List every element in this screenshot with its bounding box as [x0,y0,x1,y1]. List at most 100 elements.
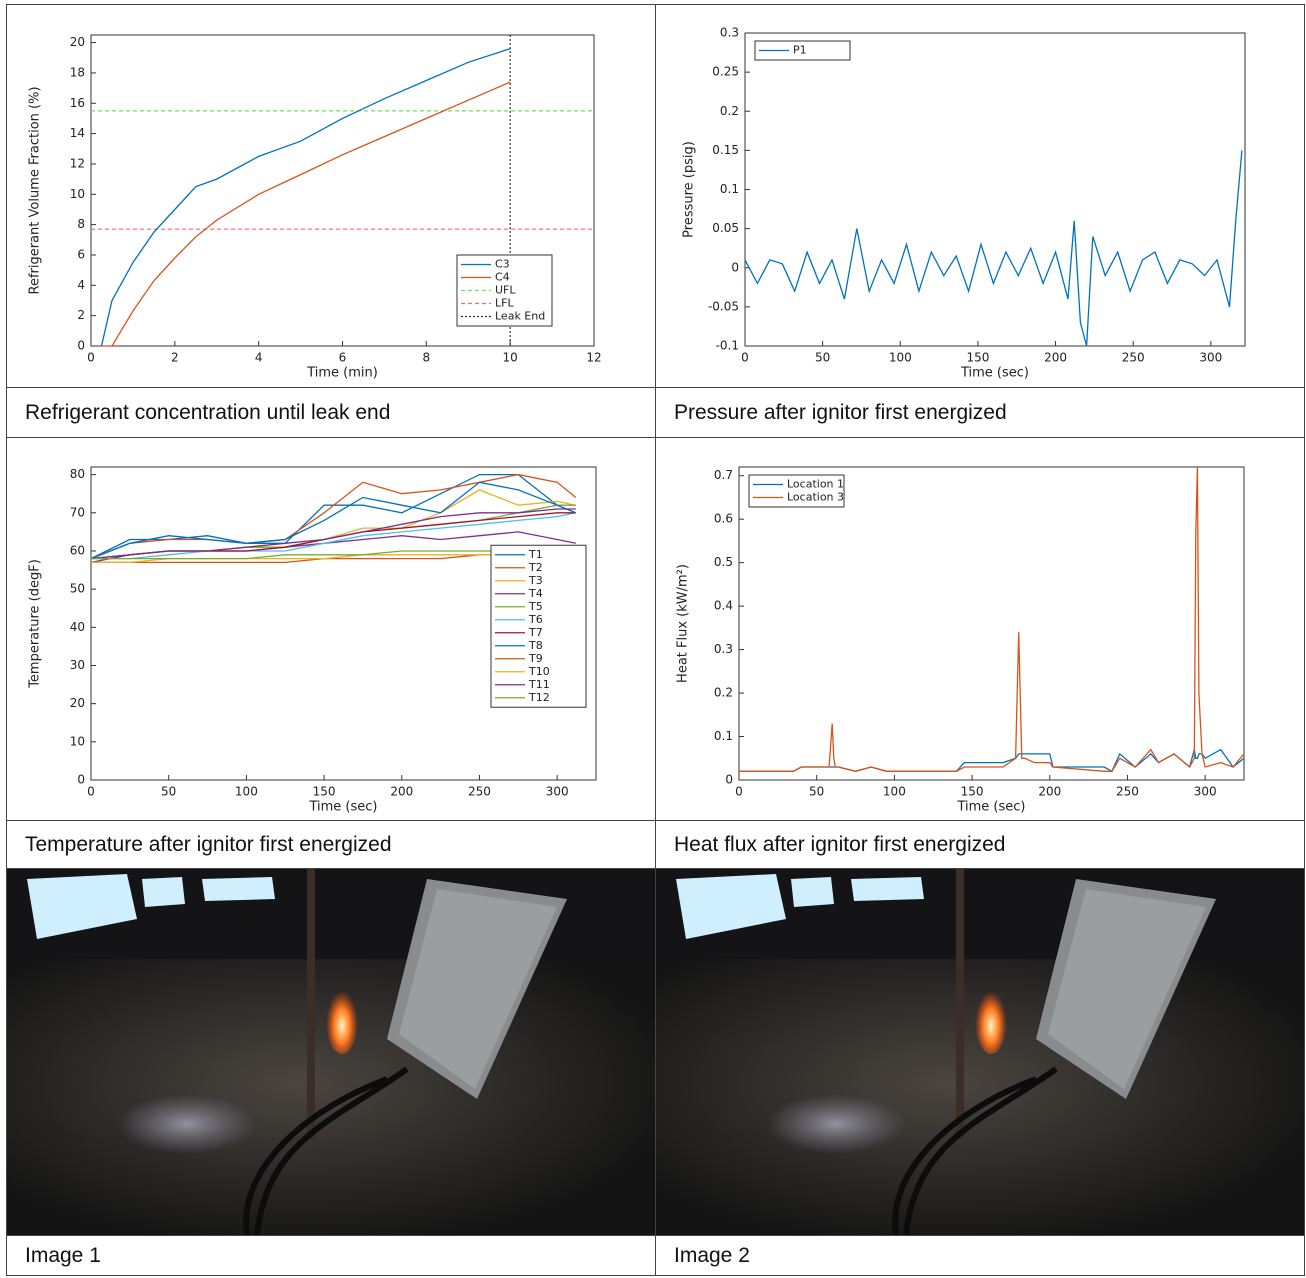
y-axis-label: Refrigerant Volume Fraction (%) [28,86,43,294]
y-tick-label: 0.6 [714,512,733,526]
y-tick-label: 0.4 [714,599,733,613]
legend-label: T2 [528,561,543,574]
x-tick-label: 250 [468,785,491,799]
x-tick-label: 250 [1122,351,1145,365]
y-tick-label: 20 [70,35,85,49]
y-tick-label: 12 [70,156,85,170]
x-tick-label: 100 [883,785,906,799]
y-tick-label: 16 [70,96,85,110]
chart: 0 50 100 150 200 250 300 0 10 20 30 40 50 60 70 80 Time … [28,466,597,815]
legend-label: T11 [528,678,550,691]
y-tick-label: 18 [70,65,85,79]
legend-label: LFL [495,297,514,310]
series-line [744,150,1243,347]
x-axis-label: Time (sec) [956,800,1025,815]
legend-label: T6 [528,613,543,626]
x-tick-label: 0 [87,351,95,365]
y-tick-label: 0.1 [720,182,739,196]
image-cell [655,868,1305,1236]
series-line [90,508,576,560]
y-tick-label: 0.3 [714,642,733,656]
y-tick-label: 0 [77,339,85,353]
legend-label: T10 [528,665,550,678]
legend-label: T8 [528,639,543,652]
y-tick-label: 70 [70,505,85,519]
y-tick-label: 0.5 [714,555,733,569]
x-tick-label: 150 [961,785,984,799]
series-line [90,473,577,560]
y-tick-label: 2 [77,308,85,322]
y-tick-label: 0.2 [714,686,733,700]
x-tick-label: 10 [503,351,518,365]
legend-label: Location 3 [787,491,844,504]
y-tick-label: 0.2 [720,104,739,118]
y-axis-label: Pressure (psig) [682,141,697,238]
y-tick-label: 20 [70,696,85,710]
chart-cell: 0 50 100 150 200 250 300 0 0.1 0.2 0.3 0.4 0.5 0.6 0.7… [655,437,1305,821]
y-axis-label: Temperature (degF) [28,559,43,689]
series-line [100,48,511,347]
series-line [91,512,576,560]
image-cell [6,868,656,1236]
y-tick-label: 6 [77,247,85,261]
figure-table: 0 2 4 6 8 10 12 0 2 4 6 8 10 12 14 16 18 20 Time (min) Refr… [6,4,1305,1276]
legend-label: Location 1 [787,478,844,491]
series-line [90,481,577,560]
legend-label: T1 [528,548,543,561]
legend-box [754,40,851,61]
legend-label: T4 [528,587,543,600]
x-axis-label: Time (sec) [308,800,377,815]
x-tick-label: 0 [87,785,95,799]
series-line [739,466,1245,772]
caption: Pressure after ignitor first energized [655,387,1305,438]
x-tick-label: 200 [390,785,413,799]
y-tick-label: -0.05 [708,299,739,313]
x-tick-label: 2 [171,351,179,365]
x-axis-label: Time (sec) [960,366,1029,381]
y-axis-label: Heat Flux (kW/m²) [676,564,691,683]
y-tick-label: 14 [70,126,85,140]
x-tick-label: 0 [735,785,743,799]
x-tick-label: 100 [235,785,258,799]
y-tick-label: 0.05 [712,221,739,235]
legend-label: T7 [528,626,543,639]
x-tick-label: 50 [809,785,824,799]
y-tick-label: 0 [725,773,733,787]
y-tick-label: 0.7 [714,468,733,482]
legend-label: T9 [528,652,543,665]
legend-box [490,544,587,708]
legend-label: T12 [528,691,550,704]
x-tick-label: 150 [966,351,989,365]
y-tick-label: 0.1 [714,729,733,743]
plot-area [738,466,1245,781]
y-tick-label: 8 [77,217,85,231]
chart: 0 50 100 150 200 250 300 0 0.1 0.2 0.3 0.4 0.5 0.6 0.7… [676,466,1245,815]
y-tick-label: 80 [70,467,85,481]
x-axis-label: Time (min) [306,366,378,381]
y-tick-label: 10 [70,187,85,201]
chart-cell: 0 50 100 150 200 250 300 0 10 20 30 40 50 60 70 80 Time … [6,437,656,821]
x-tick-label: 12 [586,351,601,365]
x-tick-label: 300 [1194,785,1217,799]
x-tick-label: 0 [741,351,749,365]
x-tick-label: 300 [546,785,569,799]
y-tick-label: 4 [77,278,85,292]
y-tick-label: 0.3 [720,26,739,40]
legend-box [748,474,845,508]
chart-cell: 0 50 100 150 200 250 300 -0.1 -0.05 0 0.05 0.1 0.15 0… [655,4,1305,388]
legend-label: C4 [495,271,510,284]
y-tick-label: 10 [70,734,85,748]
caption: Image 1 [6,1235,656,1276]
chart: 0 50 100 150 200 250 300 -0.1 -0.05 0 0.05 0.1 0.15 0… [682,26,1246,381]
caption: Temperature after ignitor first energize… [6,820,656,869]
y-tick-label: 60 [70,543,85,557]
x-tick-label: 50 [161,785,176,799]
x-tick-label: 250 [1116,785,1139,799]
x-tick-label: 8 [423,351,431,365]
y-tick-label: -0.1 [716,339,739,353]
legend-box [456,254,553,327]
plot-area [744,32,1246,347]
photo [7,869,655,1235]
y-tick-label: 0.25 [712,65,739,79]
